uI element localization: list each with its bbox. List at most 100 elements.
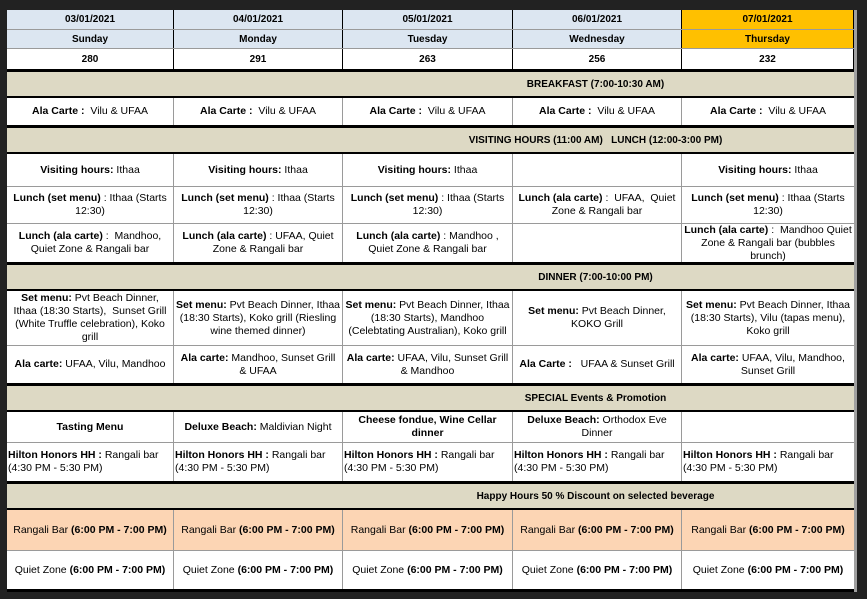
table-cell[interactable]: Visiting hours: Ithaa	[343, 154, 513, 186]
cell-label: (6:00 PM - 7:00 PM)	[578, 523, 674, 536]
count-row: 280 291 263 256 232	[7, 49, 854, 72]
cell-text: : UFAA, Quiet Zone & Rangali bar	[551, 192, 679, 217]
cell-text: Pvt Beach Dinner, KOKO Grill	[571, 305, 669, 330]
table-cell[interactable]: Quiet Zone (6:00 PM - 7:00 PM)	[682, 551, 854, 589]
table-cell[interactable]: Rangali Bar (6:00 PM - 7:00 PM)	[343, 510, 513, 550]
table-cell[interactable]: Lunch (set menu) : Ithaa (Starts 12:30)	[682, 187, 854, 223]
cell-label: Hilton Honors HH :	[8, 449, 102, 461]
cell-text: : Ithaa (Starts 12:30)	[412, 192, 508, 217]
day-header[interactable]: Wednesday	[513, 30, 682, 48]
table-cell[interactable]: Set menu: Pvt Beach Dinner, Ithaa (18:30…	[7, 291, 174, 345]
table-cell[interactable]: Lunch (ala carte) : Mandhoo , Quiet Zone…	[343, 224, 513, 262]
table-cell[interactable]: Rangali Bar (6:00 PM - 7:00 PM)	[174, 510, 343, 550]
cell-label: Hilton Honors HH :	[683, 449, 777, 461]
cell-label: Cheese fondue, Wine Cellar dinner	[358, 414, 500, 439]
table-cell[interactable]: Tasting Menu	[7, 412, 174, 442]
table-cell[interactable]: Set menu: Pvt Beach Dinner, KOKO Grill	[513, 291, 682, 345]
table-cell[interactable]: Ala Carte : Vilu & UFAA	[343, 98, 513, 125]
venue-name: Rangali Bar	[691, 523, 750, 536]
schedule-row: Lunch (ala carte) : Mandhoo, Quiet Zone …	[7, 224, 854, 265]
table-cell[interactable]: Lunch (ala carte) : Mandhoo, Quiet Zone …	[7, 224, 174, 262]
table-cell[interactable]: Visiting hours: Ithaa	[682, 154, 854, 186]
table-cell[interactable]: Cheese fondue, Wine Cellar dinner	[343, 412, 513, 442]
date-header[interactable]: 06/01/2021	[513, 10, 682, 29]
table-cell[interactable]: Ala carte: UFAA, Vilu, Mandhoo, Sunset G…	[682, 346, 854, 383]
table-cell[interactable]: Lunch (set menu) : Ithaa (Starts 12:30)	[174, 187, 343, 223]
table-cell[interactable]: Ala carte: Mandhoo, Sunset Grill & UFAA	[174, 346, 343, 383]
cell-text: Vilu & UFAA	[84, 105, 148, 117]
guest-count[interactable]: 256	[513, 49, 682, 69]
table-cell[interactable]: Lunch (set menu) : Ithaa (Starts 12:30)	[7, 187, 174, 223]
table-cell[interactable]: Hilton Honors HH : Rangali bar (4:30 PM …	[343, 443, 513, 481]
venue-name: Quiet Zone	[521, 563, 577, 576]
day-row: Sunday Monday Tuesday Wednesday Thursday	[7, 30, 854, 49]
cell-text: : Mandhoo, Quiet Zone & Rangali bar	[30, 230, 165, 255]
table-cell[interactable]	[513, 224, 682, 262]
cell-label: (6:00 PM - 7:00 PM)	[747, 563, 844, 576]
cell-label: (6:00 PM - 7:00 PM)	[71, 523, 167, 536]
cell-label: Lunch (ala carte)	[684, 223, 769, 236]
table-cell[interactable]: Ala carte: UFAA, Vilu, Mandhoo	[7, 346, 174, 383]
cell-label: Ala Carte :	[519, 358, 572, 370]
day-header[interactable]: Thursday	[682, 30, 854, 48]
cell-text: : Ithaa (Starts 12:30)	[243, 192, 338, 217]
date-header[interactable]: 05/01/2021	[343, 10, 513, 29]
guest-count[interactable]: 291	[174, 49, 343, 69]
table-cell[interactable]: Quiet Zone (6:00 PM - 7:00 PM)	[174, 551, 343, 589]
table-cell[interactable]: Ala carte: UFAA, Vilu, Sunset Grill & Ma…	[343, 346, 513, 383]
guest-count[interactable]: 263	[343, 49, 513, 69]
table-cell[interactable]: Ala Carte : Vilu & UFAA	[7, 98, 174, 125]
table-cell[interactable]: Set menu: Pvt Beach Dinner, Ithaa (18:30…	[174, 291, 343, 345]
table-cell[interactable]: Quiet Zone (6:00 PM - 7:00 PM)	[7, 551, 174, 589]
table-cell[interactable]: Set menu: Pvt Beach Dinner, Ithaa (18:30…	[682, 291, 854, 345]
table-cell[interactable]: Visiting hours: Ithaa	[174, 154, 343, 186]
table-cell[interactable]: Quiet Zone (6:00 PM - 7:00 PM)	[513, 551, 682, 589]
cell-text: Ithaa	[113, 163, 140, 176]
date-header[interactable]: 07/01/2021	[682, 10, 854, 29]
cell-text: Pvt Beach Dinner, Ithaa (18:30 Starts), …	[690, 298, 853, 337]
cell-label: Hilton Honors HH :	[175, 449, 269, 461]
schedule-row: Set menu: Pvt Beach Dinner, Ithaa (18:30…	[7, 291, 854, 346]
section-title: VISITING HOURS (11:00 AM) LUNCH (12:00-3…	[468, 134, 723, 146]
table-cell[interactable]: Rangali Bar (6:00 PM - 7:00 PM)	[7, 510, 174, 550]
day-header[interactable]: Sunday	[7, 30, 174, 48]
day-header[interactable]: Monday	[174, 30, 343, 48]
table-cell[interactable]: Lunch (set menu) : Ithaa (Starts 12:30)	[343, 187, 513, 223]
table-cell[interactable]: Lunch (ala carte) : UFAA, Quiet Zone & R…	[513, 187, 682, 223]
table-cell[interactable]: Deluxe Beach: Maldivian Night	[174, 412, 343, 442]
table-cell[interactable]	[513, 154, 682, 186]
cell-text: : UFAA, Quiet Zone & Rangali bar	[212, 230, 337, 255]
table-cell[interactable]: Ala Carte : Vilu & UFAA	[174, 98, 343, 125]
cell-label: Deluxe Beach:	[184, 420, 257, 433]
venue-name: Quiet Zone	[182, 563, 238, 576]
table-cell[interactable]: Hilton Honors HH : Rangali bar (4:30 PM …	[174, 443, 343, 481]
date-header[interactable]: 04/01/2021	[174, 10, 343, 29]
day-header[interactable]: Tuesday	[343, 30, 513, 48]
cell-label: Lunch (ala carte)	[18, 230, 103, 242]
table-cell[interactable]: Visiting hours: Ithaa	[7, 154, 174, 186]
cell-label: Set menu:	[176, 298, 227, 311]
section-header: DINNER (7:00-10:00 PM)	[7, 265, 854, 291]
guest-count[interactable]: 232	[682, 49, 854, 69]
date-header[interactable]: 03/01/2021	[7, 10, 174, 29]
table-cell[interactable]: Set menu: Pvt Beach Dinner, Ithaa (18:30…	[343, 291, 513, 345]
table-cell[interactable]: Lunch (ala carte) : UFAA, Quiet Zone & R…	[174, 224, 343, 262]
table-cell[interactable]: Ala Carte : Vilu & UFAA	[682, 98, 854, 125]
guest-count[interactable]: 280	[7, 49, 174, 69]
table-cell[interactable]: Lunch (ala carte) : Mandhoo Quiet Zone &…	[682, 224, 854, 262]
table-cell[interactable]: Hilton Honors HH : Rangali bar (4:30 PM …	[7, 443, 174, 481]
cell-label: Ala carte:	[346, 351, 395, 364]
table-cell[interactable]: Ala Carte : Vilu & UFAA	[513, 98, 682, 125]
table-cell[interactable]: Ala Carte : UFAA & Sunset Grill	[513, 346, 682, 383]
cell-label: Lunch (set menu)	[350, 192, 439, 204]
table-cell[interactable]: Rangali Bar (6:00 PM - 7:00 PM)	[513, 510, 682, 550]
table-cell[interactable]	[682, 412, 854, 442]
table-cell[interactable]: Hilton Honors HH : Rangali bar (4:30 PM …	[513, 443, 682, 481]
table-cell[interactable]: Quiet Zone (6:00 PM - 7:00 PM)	[343, 551, 513, 589]
table-cell[interactable]: Deluxe Beach: Orthodox Eve Dinner	[513, 412, 682, 442]
section-header: Happy Hours 50 % Discount on selected be…	[7, 484, 854, 510]
cell-text: Pvt Beach Dinner, Ithaa (18:30 Starts), …	[348, 298, 513, 337]
table-cell[interactable]: Rangali Bar (6:00 PM - 7:00 PM)	[682, 510, 854, 550]
cell-text: Orthodox Eve Dinner	[581, 414, 670, 439]
table-cell[interactable]: Hilton Honors HH : Rangali bar (4:30 PM …	[682, 443, 854, 481]
